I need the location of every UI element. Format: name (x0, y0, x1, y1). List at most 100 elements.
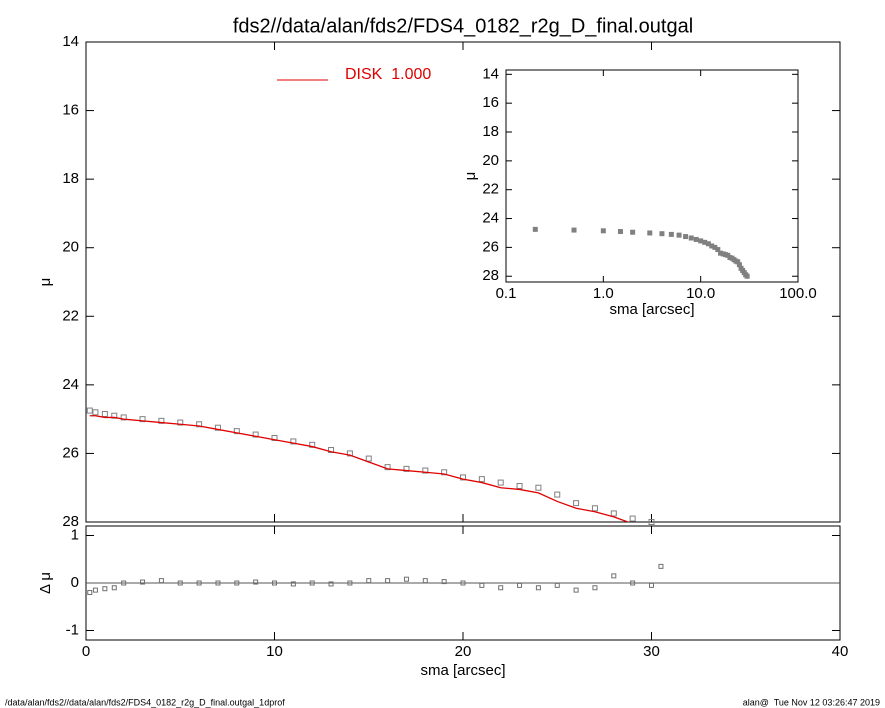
data-point (215, 580, 221, 586)
data-point (688, 235, 694, 241)
y-tick-label: 16 (62, 102, 79, 119)
data-point (600, 228, 606, 234)
data-point (328, 447, 335, 453)
y-tick-label: 18 (482, 123, 499, 140)
data-point (384, 464, 391, 471)
data-point (102, 586, 108, 592)
y-tick-label: 0 (71, 574, 79, 591)
data-point (535, 484, 542, 491)
data-point (234, 580, 240, 586)
data-point (366, 578, 372, 584)
data-point (214, 424, 221, 431)
legend-label: DISK 1.000 (345, 66, 431, 83)
data-point (253, 579, 259, 585)
data-point (648, 519, 655, 525)
data-point (573, 500, 580, 507)
data-point (592, 585, 598, 591)
y-tick-label: 26 (62, 444, 79, 461)
data-point (347, 580, 353, 586)
x-tick-label: 10.0 (686, 285, 715, 302)
data-point (385, 578, 391, 584)
data-point (271, 435, 278, 441)
y-axis-label: μ (37, 278, 54, 287)
data-point (365, 455, 372, 462)
data-point (629, 515, 636, 522)
data-point (647, 230, 653, 236)
data-point (554, 491, 561, 498)
data-point (676, 232, 682, 238)
model-line (89, 415, 630, 522)
data-point (328, 581, 334, 587)
data-point (272, 580, 277, 586)
data-point (693, 236, 699, 242)
data-point (290, 581, 296, 587)
x-tick-label: 1.0 (593, 285, 614, 302)
data-point (630, 580, 636, 586)
data-point (668, 231, 674, 237)
y-tick-label: 20 (482, 152, 499, 169)
y-tick-label: -1 (66, 621, 79, 638)
y-tick-label: 14 (482, 65, 499, 82)
data-point (441, 469, 448, 476)
y-tick-label: 22 (62, 307, 79, 324)
data-point (111, 585, 117, 591)
data-point (140, 579, 146, 585)
panel-frame (505, 69, 799, 283)
data-point (101, 411, 108, 417)
data-point (617, 229, 623, 235)
data-point (744, 273, 750, 279)
data-point (517, 582, 523, 588)
data-point (571, 227, 577, 233)
data-point (403, 576, 409, 582)
data-point (611, 573, 617, 579)
x-tick-label: 40 (832, 643, 849, 660)
x-tick-label: 100.0 (779, 285, 817, 302)
y-tick-label: 14 (62, 33, 79, 50)
data-point (92, 409, 99, 416)
data-point (177, 580, 183, 586)
data-point (715, 247, 721, 253)
data-point (233, 428, 240, 435)
data-point (121, 580, 127, 586)
data-point (158, 578, 164, 584)
y-tick-label: 28 (482, 267, 499, 284)
data-point (158, 417, 165, 424)
data-point (658, 563, 664, 569)
data-point (92, 587, 98, 593)
data-point (196, 421, 203, 428)
data-point (573, 587, 579, 593)
data-point (554, 582, 560, 588)
data-point (610, 510, 617, 517)
data-point (659, 231, 665, 237)
y-tick-label: 24 (62, 376, 79, 393)
x-tick-label: 10 (266, 643, 283, 660)
plot-title: fds2//data/alan/fds2/FDS4_0182_r2g_D_fin… (233, 15, 693, 37)
data-point (86, 407, 93, 414)
data-point (441, 579, 447, 585)
data-point (591, 505, 598, 512)
data-point (516, 483, 523, 489)
data-point (422, 467, 429, 474)
y-tick-label: 18 (62, 170, 79, 187)
footer-left: /data/alan/fds2//data/alan/fds2/FDS4_018… (5, 697, 285, 707)
x-tick-label: 30 (643, 643, 660, 660)
footer-right: alan@ Tue Nov 12 03:26:47 2019 (743, 697, 880, 707)
y-tick-label: 24 (482, 210, 499, 227)
data-point (403, 465, 410, 472)
data-point (120, 414, 127, 421)
x-axis-label: sma [arcsec] (420, 662, 505, 679)
data-point (683, 234, 689, 240)
data-point (479, 582, 485, 588)
data-point (422, 578, 428, 584)
y-axis-label: μ (462, 172, 479, 181)
data-point (177, 419, 184, 426)
data-point (478, 476, 485, 483)
data-point (498, 585, 504, 591)
y-tick-label: 1 (71, 526, 79, 543)
data-point (87, 590, 93, 595)
y-tick-label: 22 (482, 181, 499, 198)
x-tick-label: 20 (455, 643, 472, 660)
data-point (532, 226, 538, 232)
data-point (497, 479, 504, 486)
y-tick-label: 28 (62, 513, 79, 530)
